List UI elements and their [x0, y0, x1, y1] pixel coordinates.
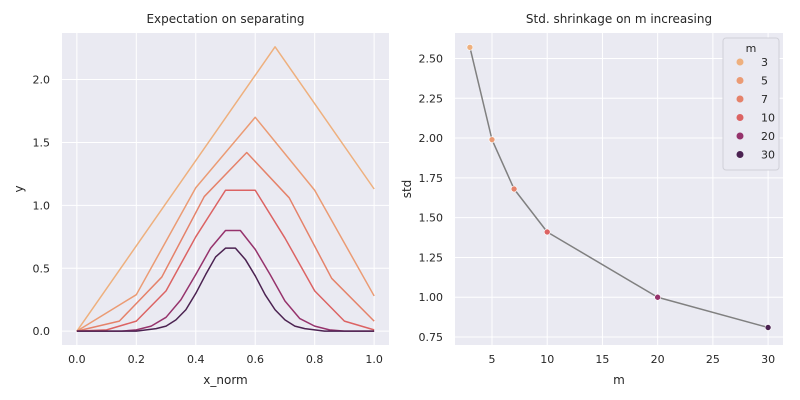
data-point-m-7: [510, 185, 518, 193]
right-y-tick-label: 0.75: [419, 331, 444, 344]
left-x-tick-label: 0.0: [68, 353, 86, 366]
legend-label: 20: [761, 130, 775, 143]
right-y-tick-label: 2.25: [419, 92, 444, 105]
right-x-tick-label: 15: [595, 353, 609, 366]
left-x-ticks: 0.0 0.2 0.4 0.6 0.8 1.0: [68, 353, 383, 366]
data-point-m-30: [764, 324, 772, 331]
right-chart-title: Std. shrinkage on m increasing: [526, 12, 712, 26]
right-x-tick-label: 25: [706, 353, 720, 366]
legend-label: 7: [761, 93, 768, 106]
left-chart: 0.0 0.2 0.4 0.6 0.8 1.0 0.0 0.5 1.0 1.5 2.0 Expec…: [12, 12, 389, 387]
series-line-3: [76, 151, 375, 332]
right-x-tick-label: 20: [651, 353, 665, 366]
right-y-tick-label: 1.50: [419, 212, 444, 225]
series-line-1: [76, 46, 375, 332]
left-x-tick-label: 0.6: [246, 353, 264, 366]
left-lines: [76, 46, 375, 332]
right-y-tick-label: 2.50: [419, 52, 444, 65]
left-y-tick-label: 0.5: [33, 262, 51, 275]
legend-title: m: [746, 42, 757, 55]
right-chart: 5 10 15 20 25 30 0.75 1.00 1.25 1.50 1.75 2.00 2.25…: [400, 12, 783, 387]
right-y-axis-label: std: [400, 180, 414, 199]
legend-marker: [736, 58, 744, 66]
left-x-tick-label: 1.0: [365, 353, 383, 366]
left-chart-title: Expectation on separating: [146, 12, 304, 26]
right-x-ticks: 5 10 15 20 25 30: [488, 353, 775, 366]
legend-marker: [736, 95, 744, 103]
left-y-ticks: 0.0 0.5 1.0 1.5 2.0: [33, 74, 51, 339]
legend-label: 5: [761, 75, 768, 88]
left-y-tick-label: 1.0: [33, 199, 51, 212]
right-y-tick-label: 2.00: [419, 132, 444, 145]
data-point-m-10: [543, 228, 551, 236]
left-x-axis-label: x_norm: [203, 373, 247, 387]
right-y-tick-label: 1.25: [419, 251, 444, 264]
data-point-m-3: [466, 44, 474, 51]
series-line-6: [76, 247, 375, 332]
right-points: [466, 44, 772, 331]
right-x-axis-label: m: [613, 373, 625, 387]
left-x-tick-label: 0.8: [306, 353, 324, 366]
std-line: [469, 47, 769, 329]
right-x-tick-label: 10: [540, 353, 554, 366]
left-y-tick-label: 0.0: [33, 325, 51, 338]
right-y-tick-label: 1.75: [419, 172, 444, 185]
legend-marker: [736, 114, 744, 121]
left-y-axis-label: y: [12, 185, 26, 192]
legend-marker: [736, 151, 744, 158]
left-x-tick-label: 0.2: [128, 353, 146, 366]
legend-marker: [736, 132, 744, 140]
right-y-tick-label: 1.00: [419, 291, 444, 304]
series-line-4: [76, 189, 375, 332]
series-line-2: [76, 116, 375, 332]
data-point-m-20: [654, 293, 661, 301]
left-y-tick-label: 2.0: [33, 74, 51, 87]
right-x-tick-label: 30: [761, 353, 775, 366]
right-x-tick-label: 5: [488, 353, 495, 366]
legend-items: 3 5 7 10 20 30: [736, 56, 775, 162]
legend-marker: [736, 77, 744, 84]
legend: m 3 5 7 10 20 30: [722, 37, 780, 171]
left-y-tick-label: 1.5: [33, 136, 51, 149]
legend-label: 30: [761, 149, 775, 162]
legend-label: 10: [761, 112, 775, 125]
right-lines: [469, 47, 769, 329]
left-plot-area: [62, 33, 389, 345]
right-y-ticks: 0.75 1.00 1.25 1.50 1.75 2.00 2.25 2.50: [419, 52, 444, 344]
legend-label: 3: [761, 56, 768, 69]
data-point-m-5: [488, 136, 496, 143]
left-x-tick-label: 0.4: [187, 353, 205, 366]
